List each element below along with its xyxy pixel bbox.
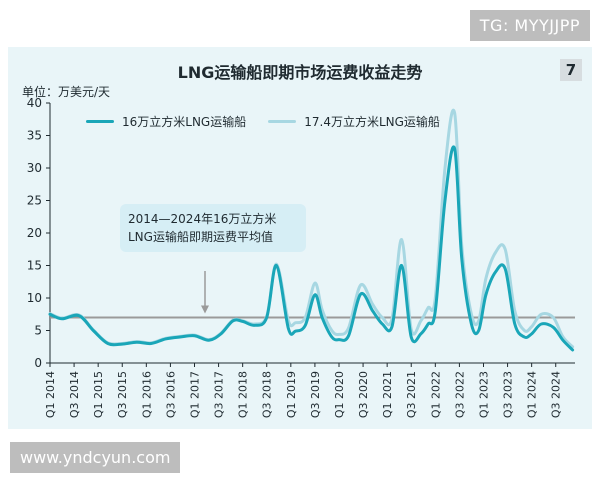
x-tick-label-14: Q1 2021 xyxy=(381,371,394,418)
x-tick-label-18: Q1 2023 xyxy=(477,371,490,418)
x-tick-label-20: Q1 2024 xyxy=(526,371,539,418)
y-tick-label-5: 5 xyxy=(34,324,42,338)
x-tick-label-17: Q3 2022 xyxy=(453,371,466,418)
x-tick-label-12: Q1 2020 xyxy=(333,371,346,418)
chart-plot: 0 5 10 15 20 25 30 35 40 Q1 2014 Q3 2014 Q1 2015 Q3 … xyxy=(27,96,575,418)
legend: 16万立方米LNG运输船 17.4万立方米LNG运输船 xyxy=(86,113,440,130)
x-tick-label-1: Q3 2014 xyxy=(68,371,81,418)
annotation-line1: 2014—2024年16万立方米 xyxy=(128,212,277,226)
legend-item-16: 16万立方米LNG运输船 xyxy=(86,113,246,130)
x-tick-label-0: Q1 2014 xyxy=(44,371,57,418)
y-tick-label-20: 20 xyxy=(27,226,42,240)
average-annotation: 2014—2024年16万立方米 LNG运输船即期运费平均值 xyxy=(120,204,306,252)
chart-card: LNG运输船即期市场运费收益走势 7 单位：万美元/天 16万立方米LNG运输船… xyxy=(8,47,592,429)
x-tick-label-4: Q1 2016 xyxy=(140,371,153,418)
x-tick-label-11: Q3 2019 xyxy=(309,371,322,418)
x-tick-label-13: Q3 2020 xyxy=(357,371,370,418)
y-unit-label: 单位：万美元/天 xyxy=(22,85,111,99)
chart-title: LNG运输船即期市场运费收益走势 xyxy=(177,63,423,82)
x-tick-label-2: Q1 2015 xyxy=(92,371,105,418)
x-tick-label-6: Q1 2017 xyxy=(188,371,201,418)
y-tick-label-40: 40 xyxy=(27,96,42,110)
annotation-arrow-head xyxy=(201,305,209,314)
legend-item-17-4: 17.4万立方米LNG运输船 xyxy=(268,113,440,130)
x-tick-label-15: Q3 2021 xyxy=(405,371,418,418)
y-tick-label-0: 0 xyxy=(34,356,42,370)
page-badge: 7 xyxy=(560,59,582,81)
watermark-bottom: www.yndcyun.com xyxy=(10,442,181,473)
x-tick-label-8: Q1 2018 xyxy=(237,371,250,418)
x-tick-label-16: Q1 2022 xyxy=(429,371,442,418)
y-tick-label-35: 35 xyxy=(27,129,42,143)
y-tick-label-25: 25 xyxy=(27,194,42,208)
y-tick-label-15: 15 xyxy=(27,259,42,273)
x-tick-label-5: Q3 2016 xyxy=(164,371,177,418)
top-band: TG: MYYJJPP xyxy=(0,0,600,46)
x-tick-label-19: Q3 2023 xyxy=(502,371,515,418)
x-tick-label-21: Q3 2024 xyxy=(550,371,563,418)
x-tick-label-7: Q3 2017 xyxy=(213,371,226,418)
footer: www.yndcyun.com xyxy=(0,430,600,480)
legend-swatch-16 xyxy=(86,120,114,123)
x-tick-label-9: Q3 2018 xyxy=(261,371,274,418)
y-tick-label-30: 30 xyxy=(27,161,42,175)
annotation-line2: LNG运输船即期运费平均值 xyxy=(128,230,273,244)
legend-swatch-17-4 xyxy=(268,120,297,123)
x-tick-label-10: Q1 2019 xyxy=(285,371,298,418)
x-tick-label-3: Q3 2015 xyxy=(116,371,129,418)
legend-label-16: 16万立方米LNG运输船 xyxy=(122,115,247,129)
series-line-16 xyxy=(48,145,575,352)
legend-label-17-4: 17.4万立方米LNG运输船 xyxy=(304,115,440,129)
watermark-top: TG: MYYJJPP xyxy=(469,10,590,41)
y-tick-label-10: 10 xyxy=(27,291,42,305)
